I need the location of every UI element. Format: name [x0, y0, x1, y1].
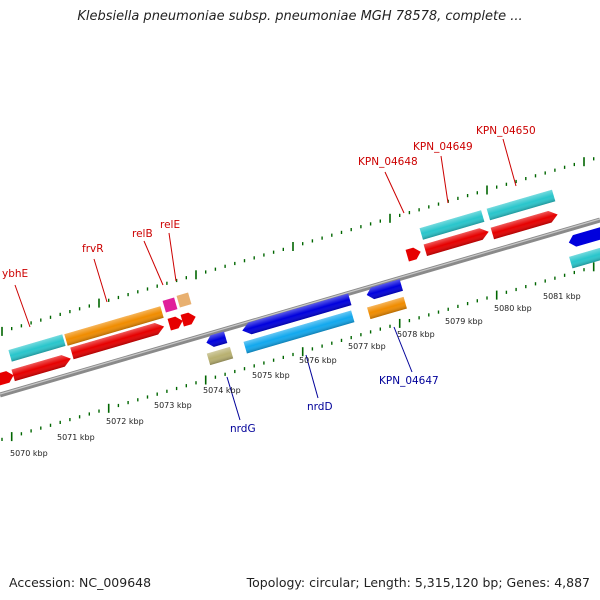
gene-label[interactable]: relE — [160, 219, 180, 231]
ruler-label: 5070 kbp — [10, 449, 48, 458]
ruler-label: 5075 kbp — [252, 371, 290, 380]
backbone-line — [0, 217, 600, 398]
gene-label[interactable]: KPN_04648 — [358, 156, 418, 168]
gene-label[interactable]: relB — [132, 228, 153, 240]
summary-text: Topology: circular; Length: 5,315,120 bp… — [246, 575, 590, 590]
ruler-label: 5074 kbp — [203, 386, 241, 395]
ruler-label: 5073 kbp — [154, 401, 192, 410]
ruler-label: 5072 kbp — [106, 417, 144, 426]
lower-scale-ticks — [1, 262, 595, 442]
accession-text: Accession: NC_009648 — [9, 575, 152, 590]
gene-label[interactable]: KPN_04649 — [413, 141, 473, 153]
ruler-label: 5080 kbp — [494, 304, 532, 313]
gene-labels: ybhE frvR relB relE KPN_04648 KPN_04649 … — [2, 125, 536, 435]
gene-label[interactable]: KPN_04647 — [379, 375, 439, 387]
upper-scale-ticks — [1, 157, 595, 336]
gene-label[interactable]: nrdD — [307, 401, 333, 413]
gene-arrow[interactable] — [180, 311, 198, 327]
ruler-label: 5077 kbp — [348, 342, 386, 351]
gene-arrow[interactable] — [162, 297, 178, 313]
gene-label[interactable]: KPN_04650 — [476, 125, 536, 137]
gene-arrow[interactable] — [567, 225, 600, 249]
map-title: Klebsiella pneumoniae subsp. pneumoniae … — [77, 9, 523, 24]
gene-arrow[interactable] — [405, 246, 423, 262]
ruler-labels: 5070 kbp 5071 kbp 5072 kbp 5073 kbp 5074… — [10, 292, 581, 458]
gene-arrow[interactable] — [167, 315, 185, 331]
gene-arrow[interactable] — [176, 292, 192, 308]
ruler-label: 5079 kbp — [445, 317, 483, 326]
ruler-label: 5078 kbp — [397, 330, 435, 339]
ruler-label: 5081 kbp — [543, 292, 581, 301]
gene-label[interactable]: frvR — [82, 243, 104, 255]
label-leaders — [14, 138, 517, 421]
backbone-highlight — [0, 218, 600, 395]
ruler-label: 5071 kbp — [57, 433, 95, 442]
gene-arrow[interactable] — [0, 369, 15, 388]
ruler-label: 5076 kbp — [299, 356, 337, 365]
gene-label[interactable]: nrdG — [230, 423, 256, 435]
gene-label[interactable]: ybhE — [2, 268, 28, 280]
gene-track — [0, 189, 600, 388]
